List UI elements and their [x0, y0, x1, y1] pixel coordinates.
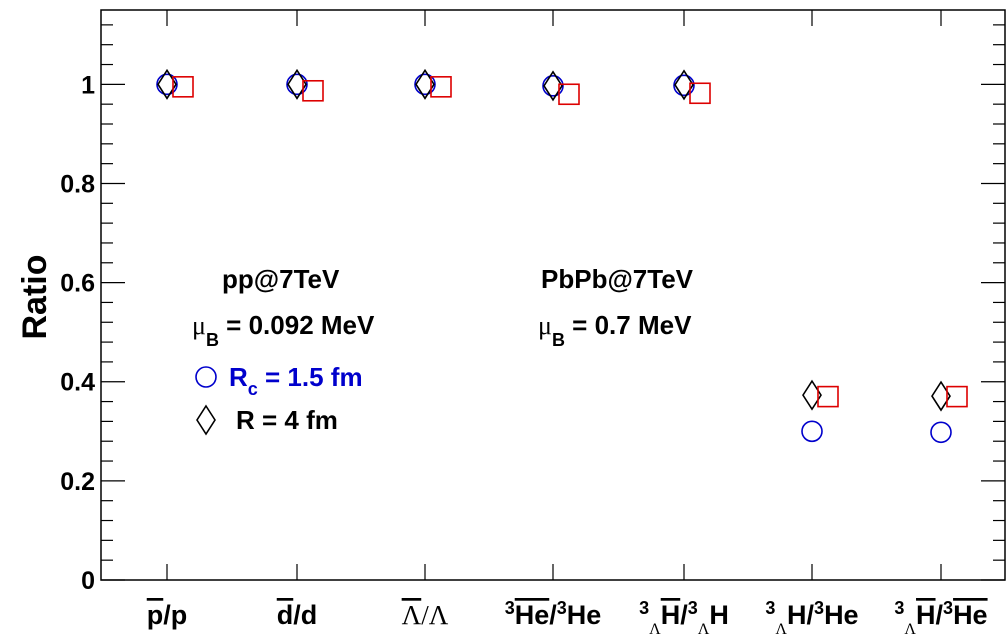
diamond-marker: [287, 68, 307, 100]
x-category-label: 3ΛH/3ΛH: [639, 598, 729, 638]
square-marker: [689, 82, 711, 105]
legend-diamond-marker: [196, 404, 216, 436]
circle-marker: [801, 420, 823, 443]
pp-mu-sub: B: [206, 330, 219, 350]
square-marker: [302, 79, 324, 102]
legend-circle-main: R: [229, 362, 248, 392]
pbpb-title: PbPb@7TeV: [541, 264, 694, 294]
y-tick-label: 0.4: [60, 369, 95, 397]
pp-title: pp@7TeV: [222, 264, 340, 294]
circle-marker: [156, 73, 178, 96]
y-tick-label: 1: [81, 71, 95, 99]
pbpb-mu-sub: B: [552, 330, 565, 350]
pp-mu-value: = 0.092 MeV: [219, 310, 375, 340]
legend-diamond-label: R = 4 fm: [236, 405, 338, 435]
x-category-label: 3ΛH/3He: [765, 598, 858, 638]
square-marker: [817, 385, 839, 408]
y-tick-label: 0.6: [60, 270, 95, 298]
x-category-label: 3He/3He: [505, 598, 602, 630]
x-category-label: p/p: [147, 600, 188, 630]
square-marker: [946, 385, 968, 408]
square-marker: [430, 76, 452, 98]
y-tick-label: 0.8: [60, 170, 95, 198]
diamond-marker: [674, 69, 694, 101]
x-category-label: 3ΛH/3He: [894, 598, 987, 638]
pbpb-mu-symbol: μ: [538, 311, 552, 340]
pbpb-mu-value: = 0.7 MeV: [565, 310, 692, 340]
circle-marker: [673, 74, 695, 97]
circle-marker: [414, 73, 436, 96]
y-axis-title: Ratio: [16, 255, 54, 340]
diamond-marker: [543, 70, 563, 102]
legend-circle-value: = 1.5 fm: [258, 362, 363, 392]
legend-circle-label: Rc = 1.5 fm: [229, 362, 363, 399]
x-category-label: d/d: [277, 600, 318, 630]
circle-marker: [930, 421, 952, 444]
legend-circle-sub: c: [248, 379, 258, 399]
y-tick-label: 0: [81, 567, 95, 595]
square-marker: [172, 76, 194, 98]
pp-mu-label: μB = 0.092 MeV: [192, 310, 375, 350]
legend-circle-marker: [195, 366, 217, 388]
circle-marker: [542, 75, 564, 97]
circle-marker: [286, 73, 308, 96]
x-category-label: Λ/Λ: [402, 600, 449, 630]
y-tick-label: 0.2: [60, 468, 95, 496]
pp-mu-symbol: μ: [192, 311, 206, 340]
pbpb-mu-label: μB = 0.7 MeV: [538, 310, 692, 350]
square-marker: [558, 83, 580, 106]
